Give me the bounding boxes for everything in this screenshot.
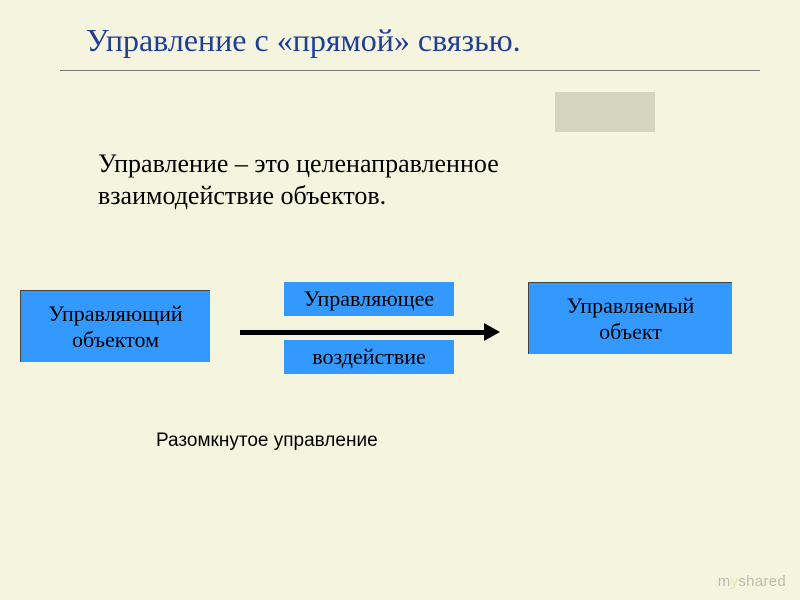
node-action-bottom-label: воздействие: [312, 344, 426, 369]
node-controlled-label: Управляемый объект: [535, 293, 726, 344]
slide-title: Управление с «прямой» связью.: [86, 22, 800, 59]
watermark: myshared: [718, 573, 786, 590]
watermark-part1: m: [718, 573, 731, 590]
sub-caption: Разомкнутое управление: [156, 430, 378, 452]
node-controller-label: Управляющий объектом: [27, 301, 204, 352]
node-controller: Управляющий объектом: [20, 290, 210, 362]
title-shadow-bar: [555, 92, 655, 132]
node-controlled: Управляемый объект: [528, 282, 732, 354]
node-action-bottom: воздействие: [284, 340, 454, 374]
watermark-part2: shared: [738, 573, 786, 590]
arrow-shaft: [240, 330, 486, 335]
node-action-top-label: Управляющее: [304, 286, 434, 311]
title-underline: [60, 70, 760, 71]
slide: Управление с «прямой» связью. Управление…: [0, 0, 800, 600]
body-text: Управление – это целенаправленное взаимо…: [98, 148, 658, 211]
title-area: Управление с «прямой» связью.: [0, 0, 800, 59]
node-action-top: Управляющее: [284, 282, 454, 316]
arrow-head: [484, 323, 500, 341]
